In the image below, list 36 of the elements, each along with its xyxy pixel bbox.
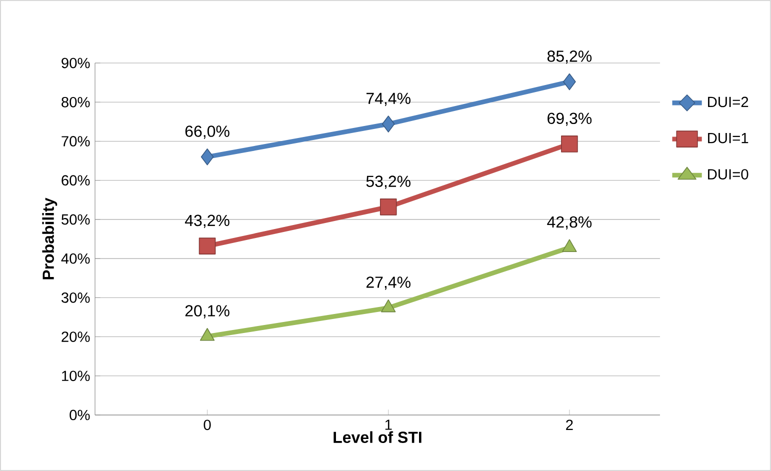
y-tick-label: 60%	[62, 175, 90, 186]
y-tick-label: 30%	[62, 292, 90, 303]
point	[563, 73, 576, 90]
y-axis-title: Probability	[42, 198, 58, 280]
data-label: 66,0%	[185, 126, 230, 139]
data-label: 20,1%	[185, 305, 230, 318]
legend-label: DUI=1	[708, 133, 748, 144]
y-tick-label: 90%	[62, 58, 90, 68]
point	[198, 238, 216, 254]
data-label: 53,2%	[366, 176, 410, 189]
x-axis-title: Level of STI	[334, 431, 422, 443]
y-tick-label: 0%	[70, 410, 90, 420]
legend-label: DUI=2	[708, 96, 748, 108]
data-label: 27,4%	[366, 276, 410, 290]
y-tick-label: 50%	[62, 214, 90, 225]
y-tick-label: 20%	[62, 332, 90, 342]
data-label: 69,3%	[548, 112, 592, 126]
point	[200, 328, 215, 341]
point	[382, 116, 395, 132]
x-tick-label: 2	[566, 420, 573, 430]
x-tick-label: 0	[204, 420, 211, 430]
data-label: 42,8%	[547, 216, 592, 230]
data-label: 85,2%	[547, 50, 592, 64]
data-label: 74,4%	[366, 92, 410, 106]
y-tick-label: 70%	[62, 136, 90, 146]
data-label: 43,2%	[184, 214, 230, 228]
x-tick-label: 1	[385, 420, 392, 430]
point	[200, 148, 214, 166]
y-tick-label: 10%	[62, 370, 90, 382]
y-tick-label: 40%	[61, 253, 90, 264]
y-tick-label: 80%	[62, 96, 90, 108]
point	[381, 299, 396, 312]
point	[380, 198, 397, 216]
point	[561, 136, 578, 152]
point	[562, 239, 577, 252]
legend-label: DUI=0	[708, 169, 748, 180]
